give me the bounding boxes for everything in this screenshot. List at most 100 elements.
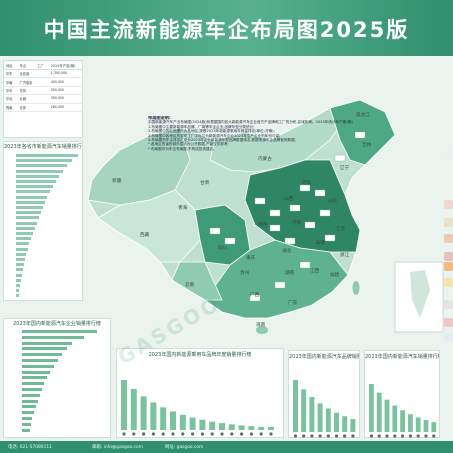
chart-bar: [179, 414, 186, 430]
rank-bar: [22, 341, 72, 345]
province-label: 山东: [328, 199, 338, 204]
chart-bar: [189, 417, 196, 430]
table-cell: 西南: [6, 105, 13, 110]
province-label: 山西: [284, 197, 294, 202]
brand-logo-dot: [326, 434, 330, 438]
notes-line: 3.布局图中各地区的整车工厂中标注为新能源汽车企业2023年生产企业的年份与量;: [148, 133, 281, 138]
table-cell: 东风: [19, 88, 26, 93]
footer-email: 邮箱: info@gasgoo.com: [92, 445, 143, 450]
province-label: 四川: [218, 246, 228, 251]
table-row: 华南 广汽埃安 400,000: [4, 78, 82, 87]
brand-logo-dot: [132, 432, 136, 436]
rank-bar: [16, 164, 67, 168]
rank-bar: [16, 185, 53, 189]
province-label: 重庆: [246, 256, 256, 261]
brand-sales-chart-right: 2023年国内新能源汽车品牌销量排行榜: [288, 350, 360, 438]
rank-bar: [16, 169, 63, 173]
table-header: 车企: [19, 64, 27, 68]
taiwan-island: [352, 281, 360, 295]
rank-bar: [16, 252, 26, 256]
brand-logo-dot: [432, 434, 436, 438]
chart-bar: [150, 402, 157, 430]
table-cell: [37, 80, 51, 85]
province-label: 辽宁: [340, 166, 350, 171]
table-cell: 广汽埃安: [19, 80, 33, 85]
province-label: 陕西: [258, 223, 268, 228]
table-cell: 华北: [6, 97, 13, 102]
brand-logo-dot: [385, 434, 389, 438]
rank-bar: [16, 154, 78, 157]
province-label: 湖北: [282, 249, 292, 254]
chart-bar: [376, 392, 382, 432]
rank-bar: [22, 428, 30, 432]
brand-logo-dot: [393, 434, 397, 438]
table-row: 西南 长安 280,000: [4, 104, 82, 112]
table-cell: 1,300,000: [50, 71, 68, 76]
right-bar-chart-2: [369, 384, 437, 438]
brand-logo-dot: [351, 434, 355, 438]
rank-bar: [16, 174, 59, 178]
province-label: 贵州: [240, 271, 250, 276]
chart-title: 2023年国内新能源汽车品牌销量排行榜: [289, 354, 359, 360]
table-cell: 280,000: [50, 104, 64, 109]
chart-bar: [384, 399, 390, 432]
brand-logo: [444, 252, 453, 261]
brand-logo-dot: [424, 434, 428, 438]
brand-logo: [444, 300, 453, 309]
rank-bar: [22, 417, 32, 420]
province-label: 福建: [330, 273, 340, 278]
header-banner: 中国主流新能源车企布局图2025版: [0, 0, 453, 56]
province-label: 云南: [185, 283, 195, 288]
brand-logo-dot: [151, 432, 155, 436]
rank-bar: [16, 195, 47, 199]
brand-logo-dot: [181, 432, 185, 436]
chart-bar: [408, 414, 413, 432]
chart-title: 2023年国内新能源乘用车品牌年度销量排行榜: [148, 352, 252, 358]
province-label: 江苏: [336, 227, 346, 232]
chart-bar: [342, 416, 348, 432]
rank-bar: [16, 268, 23, 272]
chart-bar: [268, 427, 274, 430]
chart-bar: [160, 407, 167, 430]
rank-bar: [16, 294, 19, 298]
rank-bar: [22, 376, 47, 380]
table-row: 华北 长城 300,000: [4, 95, 82, 104]
chart-bar: [334, 412, 339, 432]
province-label: 吉林: [362, 143, 372, 148]
province-label: 甘肃: [200, 181, 210, 186]
brand-logo-dot: [302, 434, 306, 438]
table-cell: [37, 105, 51, 110]
china-map: [0, 56, 453, 453]
chart-title: 2023年各省市新能源汽车销量排行榜: [4, 144, 82, 150]
chart-bar: [431, 422, 437, 432]
table-row: 华中 东风 350,000: [4, 87, 82, 96]
brand-logo-dot: [122, 432, 126, 436]
brand-logo-dot: [200, 432, 204, 436]
brand-logo-dot: [259, 432, 263, 436]
rank-bar: [22, 405, 36, 409]
brand-logo: [444, 200, 453, 209]
rank-bar: [22, 393, 40, 397]
chart-bar: [258, 426, 265, 430]
rank-bar: [22, 353, 62, 357]
chart-bar: [400, 410, 405, 432]
chart-bar: [317, 403, 323, 432]
rank-bar: [22, 347, 67, 351]
rank-bar: [16, 221, 37, 225]
brand-logo-dot: [171, 432, 175, 436]
rank-bar: [16, 216, 39, 220]
table-cell: [37, 88, 51, 93]
rank-bar: [16, 159, 72, 163]
rank-bar: [16, 242, 29, 246]
chart-title: 2023年国内新能源汽车销量排行榜: [365, 354, 439, 360]
brand-logo-dot: [269, 432, 273, 436]
province-label: 新疆: [112, 179, 122, 184]
chart-bar: [170, 411, 176, 430]
rank-bar: [22, 382, 44, 386]
chart-bar: [140, 396, 147, 430]
notes-line: 1.布局图中主要新能源车品牌、厂商等车企企业,品牌车型分类统计;: [148, 124, 255, 129]
chart-bar: [219, 423, 225, 430]
south-region: [204, 239, 349, 319]
mid-bar-chart: [121, 380, 274, 436]
